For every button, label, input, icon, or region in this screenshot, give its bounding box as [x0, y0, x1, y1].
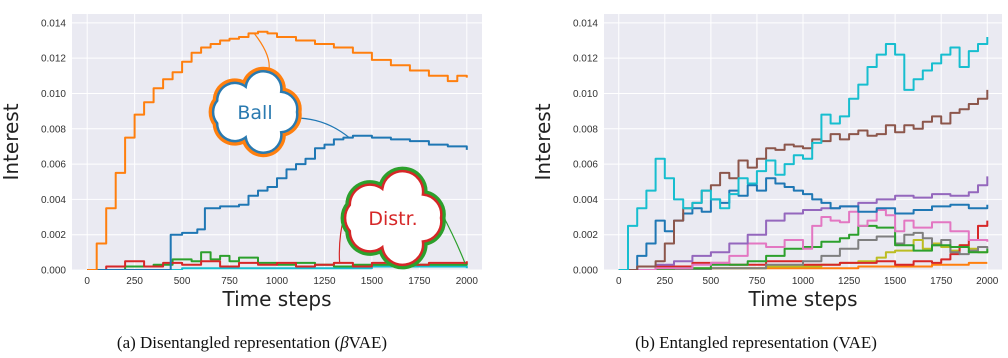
caption-b: (b) Entangled representation (VAE) [504, 333, 1008, 353]
x-tick-label: 0 [84, 276, 90, 287]
y-tick-label: 0.014 [41, 18, 66, 29]
y-tick-label: 0.000 [573, 266, 598, 277]
caption-a-suffix: VAE) [348, 333, 388, 352]
x-tick-label: 750 [749, 276, 766, 287]
caption-a: (a) Disentangled representation (βVAE) [0, 333, 504, 353]
x-axis-label: Time steps [748, 287, 858, 311]
series-group [618, 37, 989, 270]
x-tick-label: 750 [221, 276, 238, 287]
y-tick-label: 0.014 [573, 18, 598, 29]
x-tick-label: 1500 [884, 276, 907, 287]
x-tick-label: 1250 [838, 276, 861, 287]
y-tick-label: 0.004 [573, 195, 598, 206]
y-tick-label: 0.006 [573, 160, 598, 171]
x-tick-label: 2000 [976, 276, 999, 287]
caption-a-math: β [340, 333, 349, 352]
y-tick-label: 0.008 [573, 124, 598, 135]
series-line [618, 176, 989, 270]
x-tick-label: 1000 [266, 276, 289, 287]
series-line [618, 231, 989, 270]
x-axis-label: Time steps [222, 287, 332, 311]
x-tick-label: 1250 [313, 276, 336, 287]
chart-entangled: 0.000 0.002 0.004 0.006 0.008 0.010 0.012 0.014… [531, 14, 1002, 311]
series-line [618, 224, 989, 270]
caption-a-prefix: (a) Disentangled representation ( [116, 333, 341, 352]
ball-annotation: Ball [237, 102, 272, 124]
x-tick-label: 1750 [930, 276, 953, 287]
x-tick-label: 250 [126, 276, 143, 287]
series-line [87, 251, 468, 270]
y-tick-label: 0.004 [41, 195, 66, 206]
y-tick-label: 0.012 [573, 54, 598, 65]
series-line [87, 30, 468, 270]
y-tick-label: 0.006 [41, 160, 66, 171]
y-tick-label: 0.000 [41, 266, 66, 277]
y-tick-label: 0.010 [573, 89, 598, 100]
y-axis-label: Interest [0, 103, 23, 180]
x-tick-label: 2000 [456, 276, 479, 287]
panel-disentangled: 0.000 0.002 0.004 0.006 0.008 0.010 0.012 0.014… [0, 14, 504, 353]
distr-annotation: Distr. [368, 208, 417, 230]
ball-cloud [211, 70, 299, 154]
x-tick-label: 1750 [408, 276, 431, 287]
series-line [618, 209, 989, 270]
y-tick-label: 0.002 [573, 230, 598, 241]
y-tick-label: 0.010 [41, 89, 66, 100]
chart-disentangled: 0.000 0.002 0.004 0.006 0.008 0.010 0.012 0.014… [0, 14, 482, 311]
panel-entangled: 0.000 0.002 0.004 0.006 0.008 0.010 0.012 0.014… [504, 0, 1008, 358]
y-tick-label: 0.008 [41, 124, 66, 135]
x-tick-label: 1500 [361, 276, 384, 287]
y-tick-label: 0.012 [41, 54, 66, 65]
x-tick-label: 0 [616, 276, 622, 287]
x-tick-label: 500 [703, 276, 720, 287]
x-tick-label: 500 [174, 276, 191, 287]
x-tick-label: 1000 [792, 276, 815, 287]
distr-cloud [343, 169, 443, 267]
series-line [87, 134, 468, 270]
x-tick-label: 250 [656, 276, 673, 287]
series-line [618, 37, 989, 270]
series-line [87, 265, 468, 270]
caption-b-prefix: (b) Entangled representation (VAE) [635, 333, 877, 352]
y-axis-label: Interest [531, 103, 555, 180]
y-tick-label: 0.002 [41, 230, 66, 241]
